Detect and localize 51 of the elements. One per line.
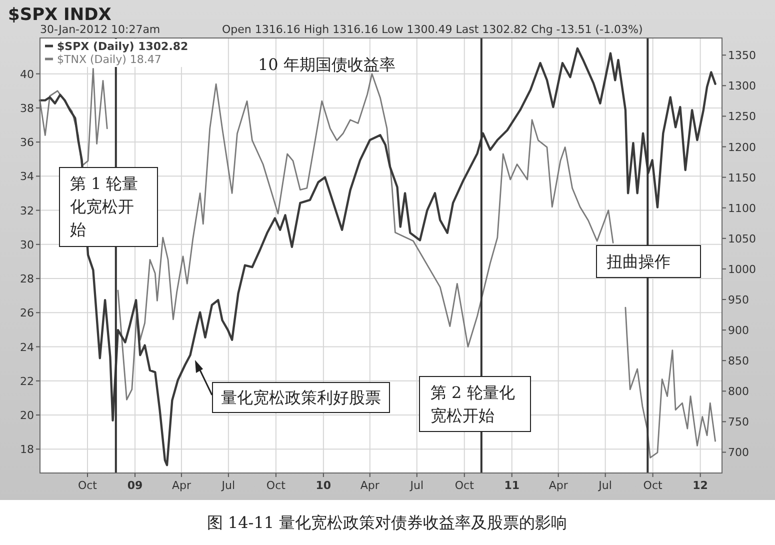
y2-tick-label: 900 (728, 324, 749, 338)
ref-line-label: 扭曲操作 (596, 245, 701, 278)
y-tick-label: 28 (20, 272, 34, 286)
x-tick-label: 09 (127, 479, 143, 492)
y-tick-label: 30 (20, 238, 34, 252)
y-tick-label: 38 (20, 102, 34, 115)
x-tick-label: 10 (316, 479, 332, 492)
y2-tick-label: 1000 (728, 262, 756, 276)
y-tick-label: 40 (20, 68, 34, 81)
y2-tick-label: 1350 (728, 49, 756, 62)
chart-title: $SPX INDX (8, 5, 112, 25)
caption: 图 14-11 量化宽松政策对债券收益率及股票的影响 (206, 513, 568, 532)
y-tick-label: 22 (20, 374, 34, 388)
y-tick-label: 36 (20, 136, 34, 150)
x-tick-label: Apr (172, 479, 192, 492)
y2-tick-label: 1250 (728, 110, 756, 124)
y-tick-label: 34 (20, 170, 34, 184)
x-tick-label: Oct (78, 479, 98, 492)
y2-tick-label: 700 (728, 446, 749, 460)
y-tick-label: 26 (20, 306, 34, 320)
text: Open 1316.16 High 1316.16 Low 1300.49 Last 1302.82 Chg -13.51 (-1.03%) (222, 23, 643, 36)
y2-tick-label: 1200 (728, 140, 756, 154)
ref-line-label: 第 1 轮量化宽松开始 (58, 167, 158, 247)
y2-tick-label: 1050 (728, 232, 756, 246)
y2-tick-label: 1100 (728, 202, 756, 215)
x-tick-label: Apr (548, 479, 568, 492)
annotation: 量化宽松政策利好股票 (212, 382, 390, 414)
x-tick-label: Apr (360, 479, 380, 492)
legend-label: $TNX (Daily) 18.47 (57, 53, 162, 66)
y2-tick-label: 950 (728, 293, 749, 306)
y2-tick-label: 750 (728, 416, 749, 429)
chart-subtitle: 30-Jan-2012 10:27am (40, 23, 160, 36)
x-tick-label: Oct (643, 479, 664, 492)
annotation: 10 年期国债收益率 (258, 55, 396, 74)
y-tick-label: 24 (20, 340, 34, 354)
x-tick-label: 12 (692, 479, 708, 492)
x-tick-label: 11 (504, 479, 520, 492)
y-tick-label: 32 (20, 204, 34, 218)
ref-line-label: 第 2 轮量化宽松开始 (419, 376, 531, 432)
x-tick-label: Jul (598, 479, 612, 492)
y2-tick-label: 800 (728, 385, 749, 398)
y2-tick-label: 1300 (728, 80, 756, 93)
y-tick-label: 18 (20, 443, 34, 456)
x-tick-label: Oct (266, 479, 286, 492)
legend-label: $SPX (Daily) 1302.82 (57, 40, 188, 53)
y2-tick-label: 850 (728, 354, 749, 368)
x-tick-label: Oct (454, 479, 475, 492)
y-tick-label: 20 (20, 409, 34, 422)
x-tick-label: Jul (409, 479, 424, 492)
y2-tick-label: 1150 (728, 171, 756, 184)
x-tick-label: Jul (220, 479, 236, 492)
